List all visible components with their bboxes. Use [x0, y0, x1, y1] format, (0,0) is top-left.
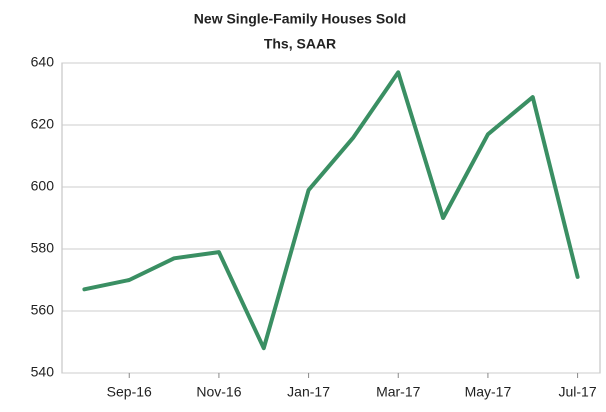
y-tick-label: 580 — [31, 240, 55, 256]
y-tick-label: 560 — [31, 302, 55, 318]
y-tick-label: 540 — [31, 364, 55, 380]
line-series — [82, 70, 580, 351]
y-tick-label: 620 — [31, 116, 55, 132]
chart-title: New Single-Family Houses Sold — [194, 11, 406, 27]
x-tick-label: May-17 — [465, 384, 512, 400]
x-tick-label: Nov-16 — [196, 384, 241, 400]
x-tick-label: Jan-17 — [287, 384, 330, 400]
y-tick-label: 640 — [31, 54, 55, 70]
x-tick-label: Jul-17 — [559, 384, 597, 400]
y-tick-label: 600 — [31, 178, 55, 194]
chart-subtitle: Ths, SAAR — [264, 36, 336, 52]
x-tick-label: Mar-17 — [376, 384, 421, 400]
x-tick-label: Sep-16 — [107, 384, 152, 400]
